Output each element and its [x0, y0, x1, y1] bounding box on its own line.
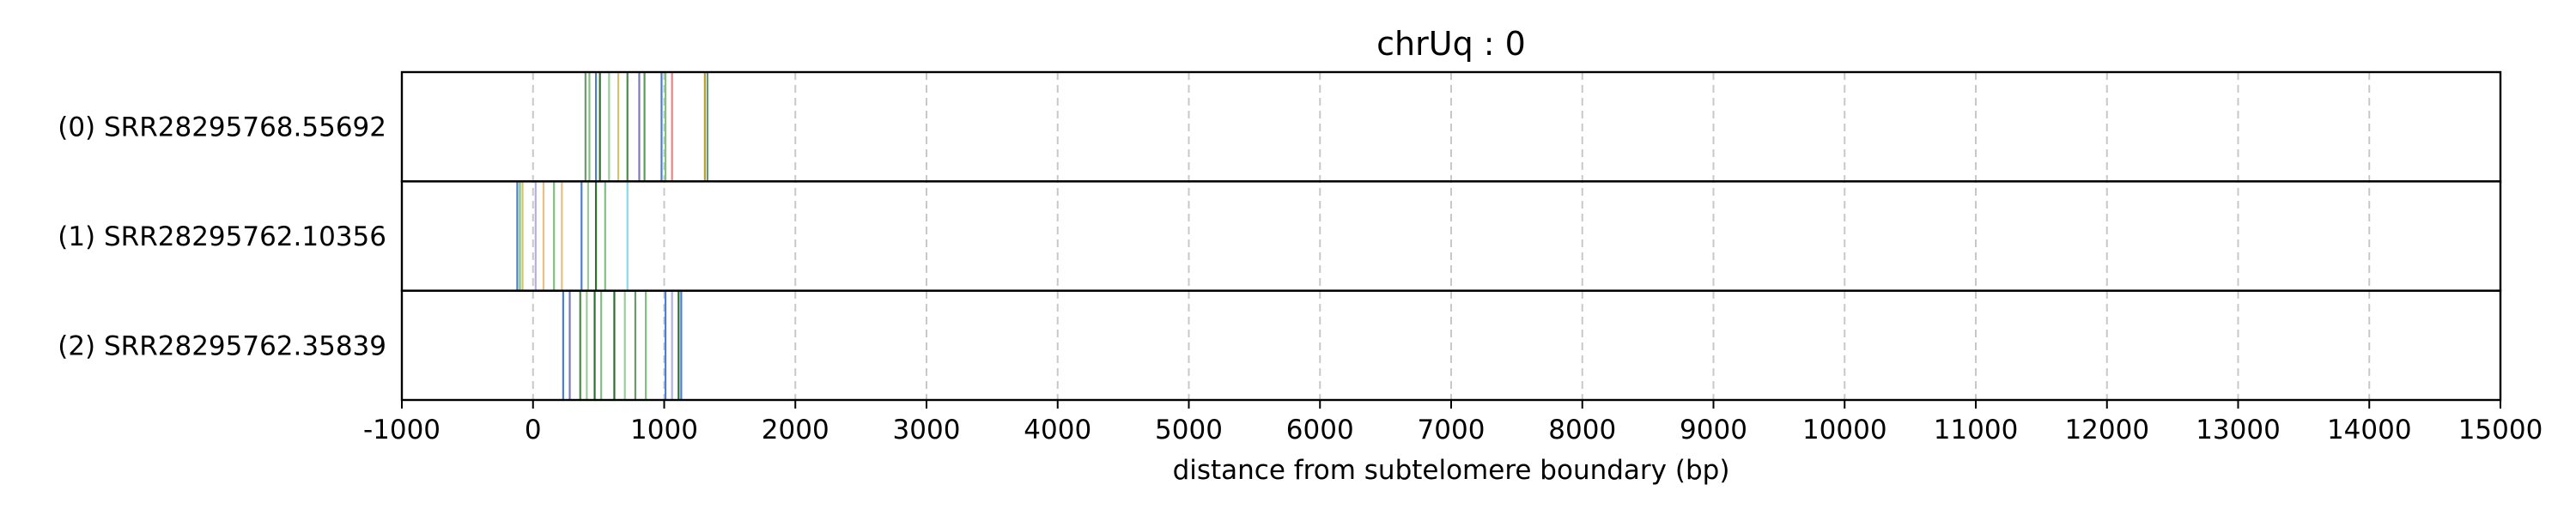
rows-layer: (0) SRR28295768.55692 (1) SRR28295762.103… — [58, 70, 2502, 402]
x-tick-label: 14000 — [2327, 415, 2412, 445]
x-tick-label: 9000 — [1680, 415, 1747, 445]
x-tick-label: 5000 — [1155, 415, 1223, 445]
x-tick-label: 4000 — [1024, 415, 1091, 445]
x-tick-label: 8000 — [1548, 415, 1616, 445]
track-frame — [400, 180, 2502, 292]
x-tick-label: 2000 — [762, 415, 829, 445]
x-tick-label: 12000 — [2064, 415, 2149, 445]
x-tick-label: 0 — [525, 415, 542, 445]
marks-layer — [516, 72, 709, 400]
x-tick-label: 15000 — [2458, 415, 2543, 445]
chart-title: chrUq : 0 — [1376, 25, 1526, 63]
x-tick-label: 11000 — [1934, 415, 2019, 445]
track-label: (2) SRR28295762.35839 — [58, 330, 386, 361]
x-tick-label: 1000 — [630, 415, 698, 445]
grid-layer — [401, 72, 2501, 400]
x-tick-label: 7000 — [1418, 415, 1485, 445]
x-tick-label: 3000 — [893, 415, 961, 445]
x-tick-label: 13000 — [2196, 415, 2281, 445]
x-tick-label: -1000 — [363, 415, 440, 445]
x-tick-label: 10000 — [1802, 415, 1887, 445]
x-axis-label: distance from subtelomere boundary (bp) — [1173, 455, 1730, 486]
track-label: (0) SRR28295768.55692 — [58, 112, 386, 143]
track-label: (1) SRR28295762.10356 — [58, 221, 386, 252]
x-axis: -1000 0 1000 2000 3000 4000 5000 6000 7000 8000 90… — [363, 400, 2543, 445]
x-tick-label: 6000 — [1286, 415, 1354, 445]
